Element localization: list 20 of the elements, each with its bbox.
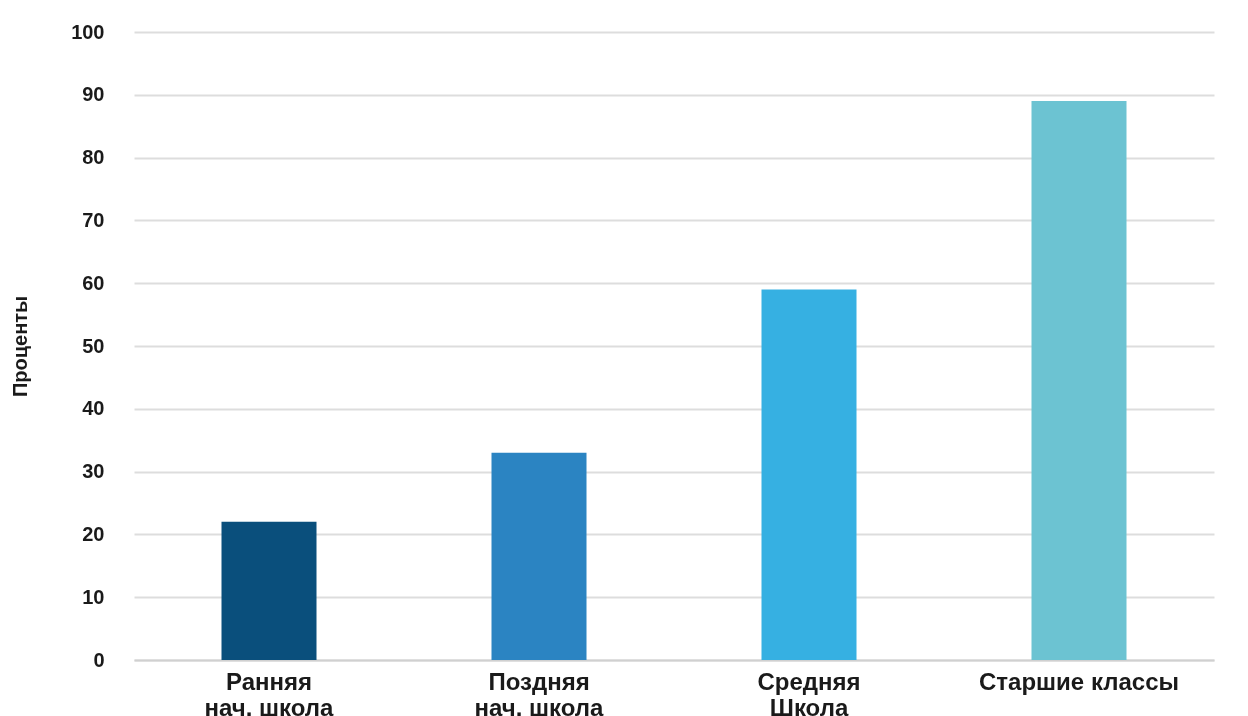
bar [221, 521, 317, 660]
y-tick-label: 10 [82, 585, 105, 608]
y-tick-label: 60 [82, 271, 105, 294]
y-tick-label: 20 [82, 522, 105, 545]
y-tick-label: 50 [82, 334, 105, 357]
x-tick-label: Поздняя нач. школа [474, 667, 605, 716]
bar [491, 452, 587, 660]
x-tick-label: Ранняя нач. школа [204, 667, 335, 716]
y-tick-label: 70 [82, 208, 105, 231]
bar [761, 289, 857, 660]
y-tick-label: 30 [82, 460, 105, 483]
bar [1031, 101, 1127, 660]
y-tick-label: 80 [82, 146, 105, 169]
y-tick-label: 40 [82, 397, 105, 420]
y-tick-label: 90 [82, 83, 105, 106]
x-tick-label: Старшие классы [979, 667, 1179, 695]
y-axis-title: Проценты [9, 295, 32, 398]
y-tick-label: 100 [71, 20, 105, 43]
x-tick-label: Средняя Школа [757, 667, 861, 716]
y-tick-label: 0 [93, 648, 105, 671]
